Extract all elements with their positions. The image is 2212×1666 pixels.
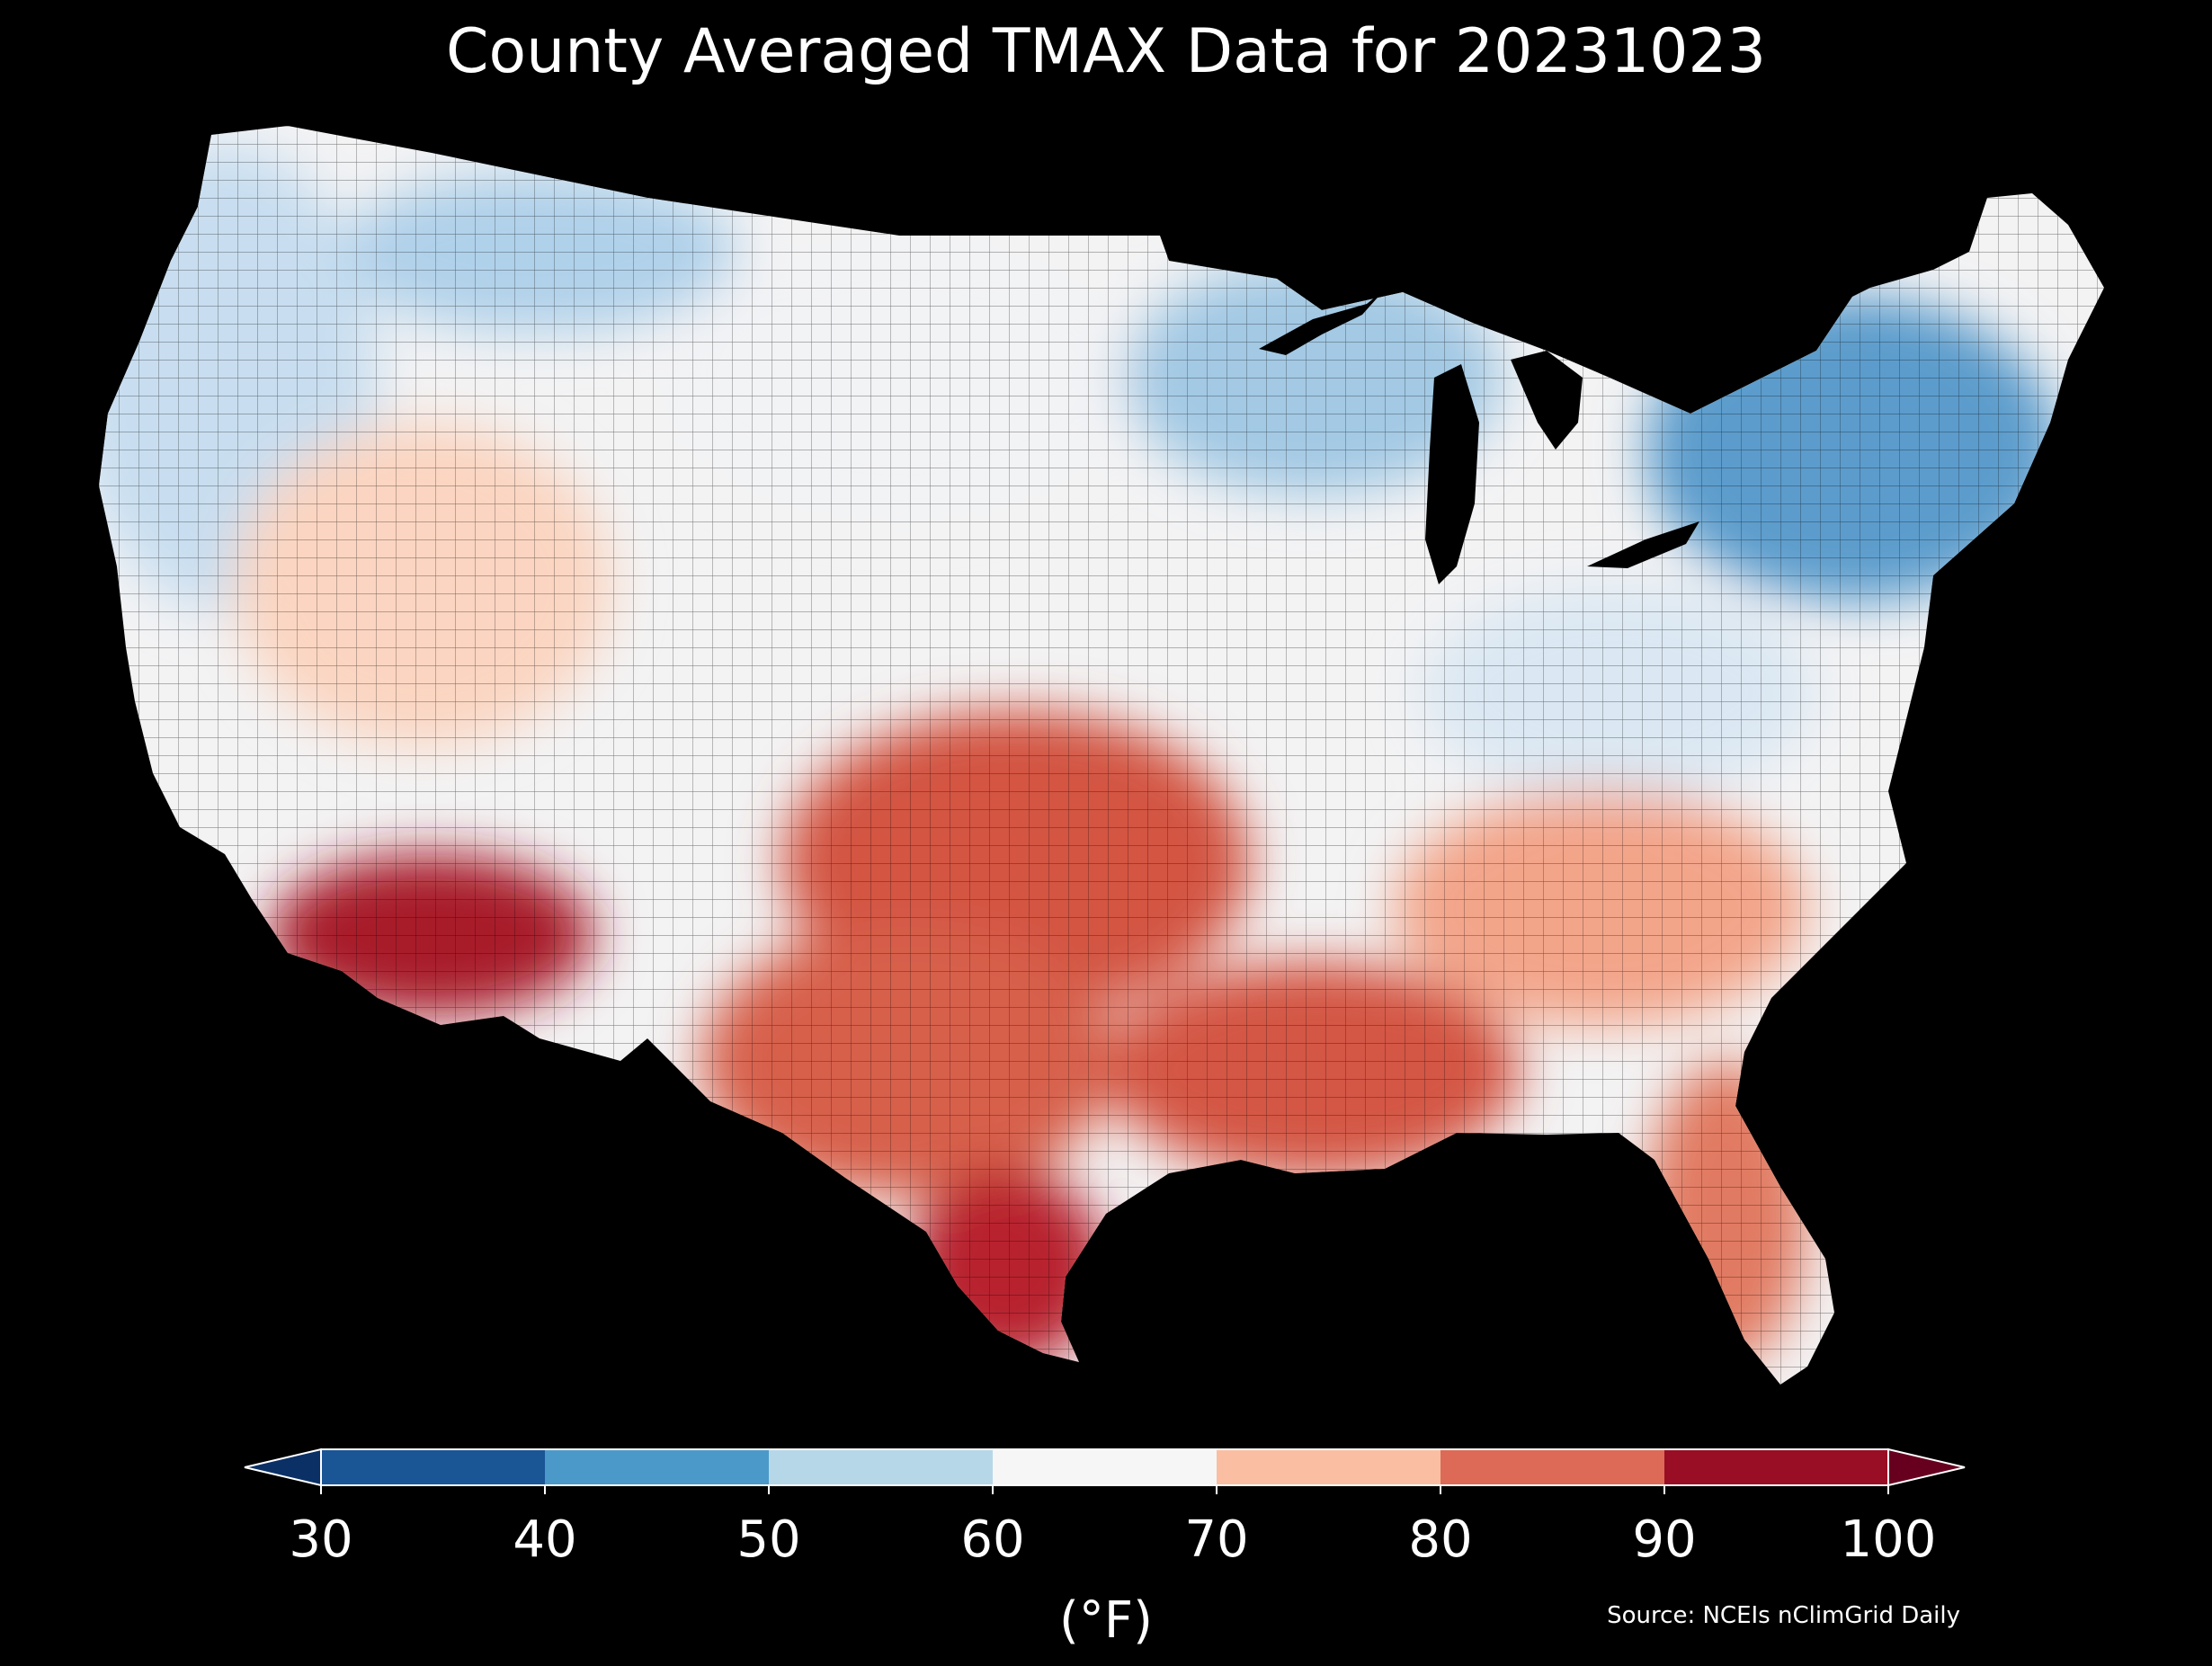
colorbar-unit-label: (°F) (1059, 1591, 1153, 1650)
colorbar-tick-label: 100 (1840, 1510, 1937, 1569)
colorbar-bin (1664, 1449, 1888, 1485)
colorbar-bin (1217, 1449, 1440, 1485)
colorbar-bin (993, 1449, 1217, 1485)
source-credit: Source: NCEIs nClimGrid Daily (1607, 1602, 1960, 1629)
lake-huron (1511, 351, 1583, 450)
colorbar-tick-label: 50 (736, 1510, 801, 1569)
colorbar-tick-label: 70 (1184, 1510, 1249, 1569)
colorbar-bin (321, 1449, 545, 1485)
map-title: County Averaged TMAX Data for 20231023 (446, 16, 1766, 87)
colorbar-outline (320, 1448, 1889, 1486)
colorbar-over-extension (1887, 1448, 1966, 1487)
colorbar-tick-label: 80 (1408, 1510, 1473, 1569)
lake-erie (1587, 521, 1699, 568)
great-lakes-water (1259, 290, 1699, 584)
colorbar-tick-label: 90 (1632, 1510, 1697, 1569)
colorbar-tick-label: 60 (960, 1510, 1025, 1569)
colorbar-tick-label: 30 (289, 1510, 353, 1569)
lake-michigan (1425, 364, 1479, 584)
colorbar (244, 1448, 1966, 1494)
colorbar-bin (1440, 1449, 1664, 1485)
colorbar-bin (769, 1449, 993, 1485)
colorbar-tick-label: 40 (513, 1510, 577, 1569)
colorbar-under-extension (244, 1448, 322, 1487)
lake-superior (1259, 290, 1385, 355)
colorbar-bin (545, 1449, 769, 1485)
